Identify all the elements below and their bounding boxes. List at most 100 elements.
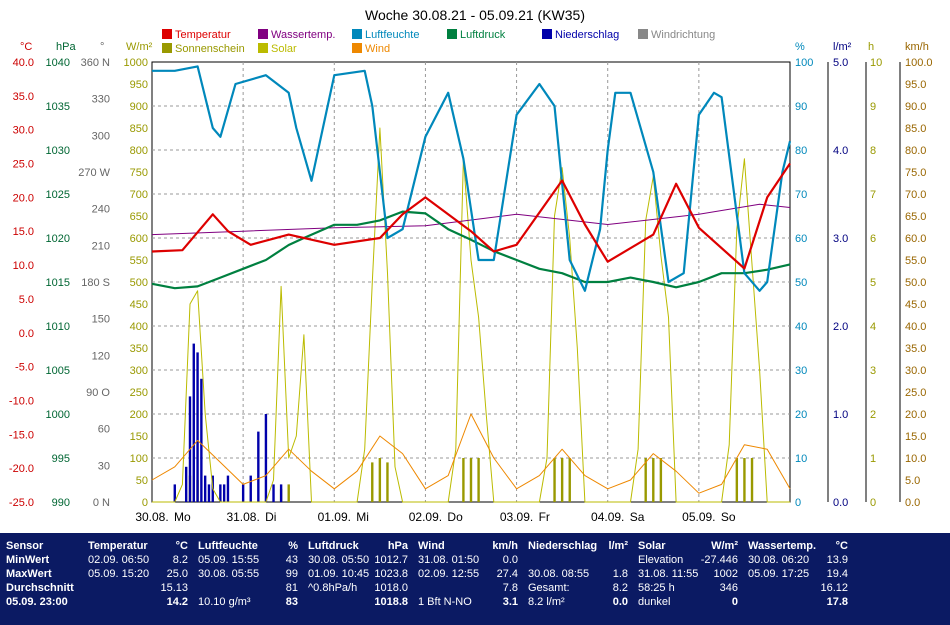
table-row: MaxWert xyxy=(6,568,52,580)
axis-tick-label: 30 xyxy=(98,460,110,472)
bar-niederschlag xyxy=(272,484,275,502)
axis-tick-label: 150 xyxy=(92,314,110,326)
x-date-label: 04.09. xyxy=(591,510,624,524)
table-row: 05.09. 15:20 25.0 xyxy=(88,568,188,580)
axis-tick-label: 50.0 xyxy=(905,277,926,289)
axis-tick-label: 350 xyxy=(130,343,148,355)
axis-tick-label: 4.0 xyxy=(833,145,848,157)
x-date-label: 01.09. xyxy=(318,510,351,524)
axis-tick-label: 70.0 xyxy=(905,189,926,201)
axis-tick-label: 240 xyxy=(92,204,110,216)
bar-niederschlag xyxy=(203,475,207,502)
axis-tick-label: 1000 xyxy=(124,57,148,69)
legend-label: Luftfeuchte xyxy=(365,29,419,41)
table-row: 17.8 xyxy=(826,596,848,608)
axis-tick-label: 0.0 xyxy=(905,497,920,509)
bar-sonnenschein xyxy=(652,458,655,502)
table-row: 05.09. 17:25 19.4 xyxy=(748,568,848,580)
axis-tick-label: 2.0 xyxy=(833,321,848,333)
table-row: 31.08. 01:50 0.0 xyxy=(418,554,518,566)
axis-tick-label: 5 xyxy=(870,277,876,289)
axis-tick-label: 5.0 xyxy=(19,294,34,306)
table-row: 02.09. 12:55 27.4 xyxy=(418,568,518,580)
x-day-label: Di xyxy=(265,510,276,524)
axis-tick-label: 25.0 xyxy=(905,387,926,399)
axis-unit: ° xyxy=(100,41,104,53)
x-date-label: 31.08. xyxy=(226,510,259,524)
axis-tick-label: 250 xyxy=(130,387,148,399)
series-wind xyxy=(151,413,791,494)
axis-tick-label: 30.0 xyxy=(13,125,34,137)
bar-sonnenschein xyxy=(287,484,290,502)
axis-tick-label: 10 xyxy=(795,453,807,465)
legend-label: Solar xyxy=(271,43,297,55)
axis-tick-label: 360 N xyxy=(81,57,110,69)
axis-tick-label: 40.0 xyxy=(905,321,926,333)
bar-sonnenschein xyxy=(462,458,465,502)
table-row: 31.08. 11:55 1002 xyxy=(638,568,738,580)
axis-labels: °C40.035.030.025.020.015.010.05.00.0-5.0… xyxy=(9,41,933,509)
axis-tick-label: 20 xyxy=(795,409,807,421)
bar-niederschlag xyxy=(264,414,268,502)
table-row: 05.09. 15:55 43 xyxy=(198,554,298,566)
axis-tick-label: 600 xyxy=(130,233,148,245)
axis-tick-label: 300 xyxy=(130,365,148,377)
axis-tick-label: 270 W xyxy=(78,167,110,179)
bar-niederschlag xyxy=(226,475,230,502)
axis-tick-label: 3 xyxy=(870,365,876,377)
table-row: 58:25 h 346 xyxy=(638,582,738,594)
axis-tick-label: 500 xyxy=(130,277,148,289)
legend-label: Temperatur xyxy=(175,29,231,41)
table-row xyxy=(528,553,628,567)
table-row: Gesamt: 8.2 xyxy=(528,582,628,594)
axis-tick-label: 90.0 xyxy=(905,101,926,113)
bar-sonnenschein xyxy=(568,458,571,502)
axis-tick-label: 40 xyxy=(795,321,807,333)
axis-tick-label: 35.0 xyxy=(905,343,926,355)
axis-tick-label: 200 xyxy=(130,409,148,421)
x-date-label: 03.09. xyxy=(500,510,533,524)
axis-tick-label: 45.0 xyxy=(905,299,926,311)
legend-swatch xyxy=(638,29,648,39)
table-row: 81 xyxy=(285,582,298,594)
table-row: MinWert xyxy=(6,554,50,566)
legend-label: Windrichtung xyxy=(651,29,715,41)
axis-tick-label: -10.0 xyxy=(9,395,34,407)
table-row: 30.08. 06:20 13.9 xyxy=(748,554,848,566)
axis-tick-label: 180 S xyxy=(81,277,110,289)
axis-tick-label: 100 xyxy=(130,453,148,465)
table-row: 05.09. 23:00 xyxy=(6,596,68,608)
table-column: Solar W/m² Elevation -27.446 31.08. 11:55 100… xyxy=(634,533,742,625)
bar-niederschlag xyxy=(257,431,260,502)
bar-sonnenschein xyxy=(750,458,754,502)
axis-tick-label: 95.0 xyxy=(905,79,926,91)
axis-tick-label: 1030 xyxy=(46,145,70,157)
bar-niederschlag xyxy=(200,378,203,502)
table-column: Temperatur °C 02.09. 06:50 8.2 05.09. 15:20 2… xyxy=(84,533,192,625)
axis-tick-label: 800 xyxy=(130,145,148,157)
column-header: Wind km/h xyxy=(418,540,518,552)
axis-tick-label: 5.0 xyxy=(833,57,848,69)
axis-tick-label: 8 xyxy=(870,145,876,157)
bar-sonnenschein xyxy=(735,458,739,502)
bar-niederschlag xyxy=(219,484,222,502)
bar-sonnenschein xyxy=(560,458,564,502)
axis-tick-label: 15.0 xyxy=(905,431,926,443)
axis-tick-label: -25.0 xyxy=(9,497,34,509)
table-row: ^0.8hPa/h 1018.0 xyxy=(308,582,408,594)
bar-niederschlag xyxy=(222,484,226,502)
axis-tick-label: 0 xyxy=(795,497,801,509)
bar-sonnenschein xyxy=(371,462,374,502)
axis-unit: km/h xyxy=(905,41,929,53)
table-row: Elevation -27.446 xyxy=(638,554,738,566)
axis-tick-label: 1 xyxy=(870,453,876,465)
table-column: Wassertemp. °C 30.08. 06:20 13.9 05.09. 17:2… xyxy=(744,533,852,625)
bar-sonnenschein xyxy=(743,458,746,502)
x-date-label: 05.09. xyxy=(682,510,715,524)
axis-tick-label: 35.0 xyxy=(13,91,34,103)
axis-tick-label: 90 O xyxy=(86,387,110,399)
axis-tick-label: 30.0 xyxy=(905,365,926,377)
summary-table: Sensor MinWert MaxWert Durchschnitt 05.09. 2… xyxy=(0,533,950,625)
table-row: dunkel 0 xyxy=(638,596,738,608)
axis-tick-label: 990 xyxy=(52,497,70,509)
